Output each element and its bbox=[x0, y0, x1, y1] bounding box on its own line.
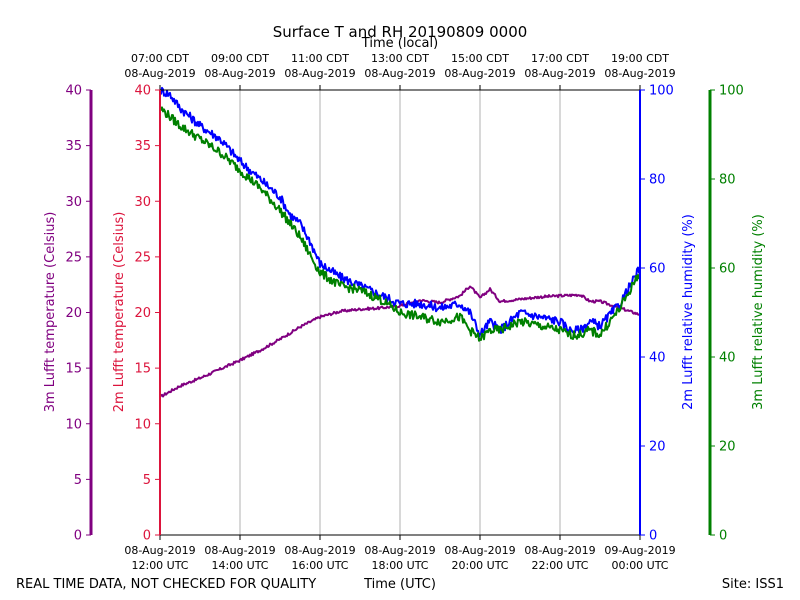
temp3m-tick-label: 15 bbox=[65, 362, 82, 377]
temp3m-tick-label: 25 bbox=[65, 250, 82, 265]
temp3m-tick-label: 10 bbox=[65, 417, 82, 432]
temp2m-tick-label: 0 bbox=[143, 529, 151, 544]
top-tick-time: 19:00 CDT bbox=[611, 52, 669, 65]
top-tick-date: 08-Aug-2019 bbox=[364, 67, 435, 80]
axes: 08-Aug-2019 12:00 UTC 08-Aug-2019 14:00 UTC… bbox=[65, 52, 743, 572]
top-tick-date: 08-Aug-2019 bbox=[284, 67, 355, 80]
temp2m-tick-label: 20 bbox=[134, 306, 151, 321]
bottom-tick-time: 00:00 UTC bbox=[611, 559, 668, 572]
rh3m-tick-label: 20 bbox=[719, 440, 736, 455]
temp2m-tick-label: 40 bbox=[134, 84, 151, 99]
series-line-rh2m bbox=[159, 86, 641, 338]
bottom-tick-date: 09-Aug-2019 bbox=[604, 544, 675, 557]
top-tick-time: 07:00 CDT bbox=[131, 52, 189, 65]
quality-disclaimer: REAL TIME DATA, NOT CHECKED FOR QUALITY bbox=[16, 577, 316, 592]
temp2m-axis-label: 2m Lufft temperature (Celsius) bbox=[112, 212, 127, 413]
series-line-rh3m bbox=[159, 106, 641, 342]
bottom-tick-date: 08-Aug-2019 bbox=[204, 544, 275, 557]
top-tick-time: 15:00 CDT bbox=[451, 52, 509, 65]
rh2m-tick-label: 20 bbox=[649, 440, 666, 455]
temp3m-tick-label: 40 bbox=[65, 84, 82, 99]
series-line-temp3m bbox=[159, 285, 641, 398]
rh3m-tick-label: 100 bbox=[719, 84, 744, 99]
temp3m-tick-label: 5 bbox=[74, 473, 82, 488]
bottom-tick-time: 22:00 UTC bbox=[531, 559, 588, 572]
site-label: Site: ISS1 bbox=[722, 577, 784, 592]
rh3m-tick-label: 40 bbox=[719, 351, 736, 366]
top-tick-time: 09:00 CDT bbox=[211, 52, 269, 65]
rh3m-tick-label: 0 bbox=[719, 529, 727, 544]
rh2m-axis-label: 2m Lufft relative humidity (%) bbox=[681, 214, 696, 410]
temp2m-tick-label: 25 bbox=[134, 250, 151, 265]
top-tick-date: 08-Aug-2019 bbox=[604, 67, 675, 80]
top-tick-time: 11:00 CDT bbox=[291, 52, 349, 65]
temp3m-axis-label: 3m Lufft temperature (Celsius) bbox=[43, 212, 58, 413]
bottom-tick-date: 08-Aug-2019 bbox=[124, 544, 195, 557]
temp3m-tick-label: 35 bbox=[65, 139, 82, 154]
top-tick-time: 13:00 CDT bbox=[371, 52, 429, 65]
temp2m-tick-label: 5 bbox=[143, 473, 151, 488]
bottom-tick-time: 16:00 UTC bbox=[291, 559, 348, 572]
rh2m-tick-label: 80 bbox=[649, 173, 666, 188]
temp2m-tick-label: 10 bbox=[134, 417, 151, 432]
rh3m-axis-label: 3m Lufft relative humidity (%) bbox=[751, 214, 766, 410]
bottom-tick-time: 18:00 UTC bbox=[371, 559, 428, 572]
top-axis-label: Time (local) bbox=[361, 36, 438, 51]
rh3m-tick-label: 60 bbox=[719, 262, 736, 277]
top-tick-time: 17:00 CDT bbox=[531, 52, 589, 65]
temp3m-tick-label: 0 bbox=[74, 529, 82, 544]
data-series bbox=[159, 86, 641, 398]
temp2m-tick-label: 30 bbox=[134, 195, 151, 210]
temp3m-tick-label: 20 bbox=[65, 306, 82, 321]
temp2m-tick-label: 15 bbox=[134, 362, 151, 377]
top-tick-date: 08-Aug-2019 bbox=[204, 67, 275, 80]
rh2m-tick-label: 100 bbox=[649, 84, 674, 99]
rh3m-tick-label: 80 bbox=[719, 173, 736, 188]
bottom-axis-label: Time (UTC) bbox=[363, 577, 436, 592]
rh2m-tick-label: 60 bbox=[649, 262, 666, 277]
rh2m-tick-label: 0 bbox=[649, 529, 657, 544]
bottom-tick-time: 12:00 UTC bbox=[131, 559, 188, 572]
bottom-tick-date: 08-Aug-2019 bbox=[364, 544, 435, 557]
bottom-tick-time: 14:00 UTC bbox=[211, 559, 268, 572]
top-tick-date: 08-Aug-2019 bbox=[124, 67, 195, 80]
bottom-tick-date: 08-Aug-2019 bbox=[444, 544, 515, 557]
bottom-tick-date: 08-Aug-2019 bbox=[524, 544, 595, 557]
chart-title: Surface T and RH 20190809 0000 bbox=[273, 23, 528, 41]
rh2m-tick-label: 40 bbox=[649, 351, 666, 366]
top-tick-date: 08-Aug-2019 bbox=[524, 67, 595, 80]
temp2m-tick-label: 35 bbox=[134, 139, 151, 154]
top-tick-date: 08-Aug-2019 bbox=[444, 67, 515, 80]
bottom-tick-time: 20:00 UTC bbox=[451, 559, 508, 572]
bottom-tick-date: 08-Aug-2019 bbox=[284, 544, 355, 557]
temp3m-tick-label: 30 bbox=[65, 195, 82, 210]
